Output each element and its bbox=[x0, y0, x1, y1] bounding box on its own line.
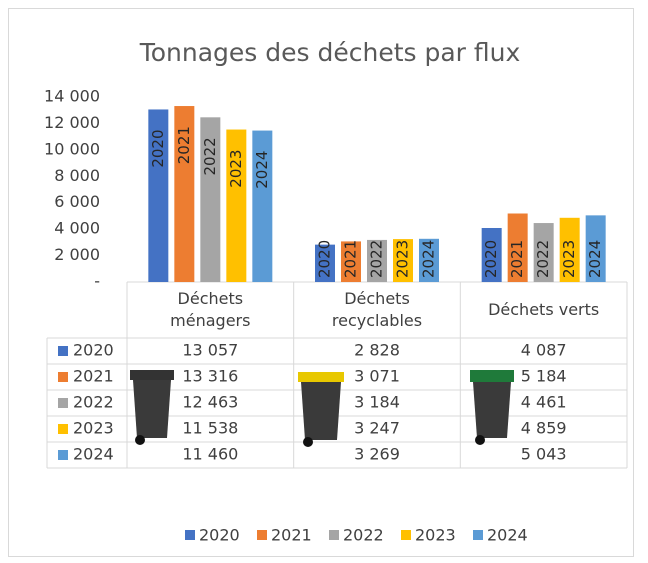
bar bbox=[393, 239, 413, 282]
bar-label: 2021 bbox=[175, 126, 193, 164]
table-value: 3 269 bbox=[354, 445, 400, 464]
legend-swatch[interactable] bbox=[401, 530, 411, 540]
y-tick-label: - bbox=[94, 272, 100, 291]
y-tick-label: 2 000 bbox=[54, 245, 100, 264]
table-value: 11 538 bbox=[182, 419, 238, 438]
table-value: 11 460 bbox=[182, 445, 238, 464]
table-value: 4 087 bbox=[521, 341, 567, 360]
legend-swatch[interactable] bbox=[473, 530, 483, 540]
bar bbox=[507, 213, 528, 282]
legend-swatch bbox=[58, 424, 68, 434]
bar bbox=[226, 129, 247, 282]
legend-label: 2020 bbox=[199, 526, 240, 545]
table-value: 3 184 bbox=[354, 393, 400, 412]
bin-icon bbox=[130, 370, 174, 445]
table-value: 13 316 bbox=[182, 367, 238, 386]
bar-label: 2024 bbox=[420, 240, 438, 278]
bar bbox=[148, 109, 169, 282]
table-value: 3 071 bbox=[354, 367, 400, 386]
bin-icons bbox=[130, 370, 514, 447]
table-series-name: 2023 bbox=[73, 419, 114, 438]
bar bbox=[367, 239, 387, 282]
bin-icon bbox=[470, 370, 514, 445]
bar-label: 2023 bbox=[560, 240, 578, 278]
table-series-name: 2021 bbox=[73, 367, 114, 386]
table-value: 13 057 bbox=[182, 341, 238, 360]
table-value: 2 828 bbox=[354, 341, 400, 360]
bar bbox=[559, 217, 580, 282]
y-tick-label: 12 000 bbox=[44, 113, 100, 132]
category-label: Déchets recyclables bbox=[332, 289, 422, 330]
bin-icon bbox=[298, 372, 344, 447]
bar bbox=[585, 215, 606, 282]
bar-label: 2022 bbox=[201, 137, 219, 175]
bar-label: 2021 bbox=[508, 240, 526, 278]
bar-label: 2023 bbox=[227, 150, 245, 188]
table-value: 4 859 bbox=[521, 419, 567, 438]
legend-swatch bbox=[58, 346, 68, 356]
legend-swatch bbox=[58, 450, 68, 460]
legend-swatch bbox=[58, 372, 68, 382]
table-value: 4 461 bbox=[521, 393, 567, 412]
bar-label: 2024 bbox=[586, 240, 604, 278]
bar bbox=[533, 223, 554, 282]
table-value: 3 247 bbox=[354, 419, 400, 438]
bar bbox=[174, 106, 195, 282]
table-value: 5 184 bbox=[521, 367, 567, 386]
legend-label: 2024 bbox=[487, 526, 528, 545]
legend-swatch[interactable] bbox=[329, 530, 339, 540]
legend-label: 2023 bbox=[415, 526, 456, 545]
legend-swatch bbox=[58, 398, 68, 408]
y-tick-label: 8 000 bbox=[54, 166, 100, 185]
table-series-name: 2024 bbox=[73, 445, 114, 464]
bar-label: 2020 bbox=[482, 240, 500, 278]
chart-title: Tonnages des déchets par flux bbox=[139, 38, 521, 67]
bar-label: 2020 bbox=[316, 240, 334, 278]
category-label: Déchets ménagers bbox=[170, 289, 250, 330]
category-label: Déchets verts bbox=[488, 300, 599, 319]
legend-label: 2021 bbox=[271, 526, 312, 545]
bar bbox=[200, 117, 221, 282]
bar bbox=[341, 241, 361, 282]
legend-label: 2022 bbox=[343, 526, 384, 545]
table-series-name: 2022 bbox=[73, 393, 114, 412]
bar-label: 2023 bbox=[394, 240, 412, 278]
y-tick-label: 4 000 bbox=[54, 219, 100, 238]
legend-swatch[interactable] bbox=[257, 530, 267, 540]
legend-swatch[interactable] bbox=[185, 530, 195, 540]
y-tick-label: 14 000 bbox=[44, 87, 100, 106]
bar-label: 2020 bbox=[149, 129, 167, 167]
bar bbox=[315, 244, 335, 282]
y-tick-label: 10 000 bbox=[44, 139, 100, 158]
bar bbox=[419, 238, 439, 282]
y-tick-label: 6 000 bbox=[54, 192, 100, 211]
bar-label: 2022 bbox=[368, 240, 386, 278]
bar-label: 2024 bbox=[253, 151, 271, 189]
bar bbox=[481, 227, 502, 282]
bar-label: 2021 bbox=[342, 240, 360, 278]
table-value: 5 043 bbox=[521, 445, 567, 464]
table-series-name: 2020 bbox=[73, 341, 114, 360]
table-value: 12 463 bbox=[182, 393, 238, 412]
bar bbox=[252, 130, 273, 282]
bar-label: 2022 bbox=[534, 240, 552, 278]
